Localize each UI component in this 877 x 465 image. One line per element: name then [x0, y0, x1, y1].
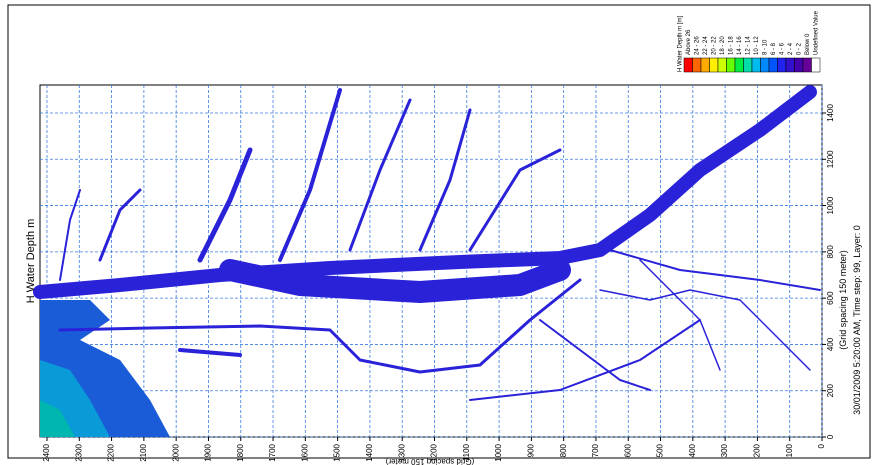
legend-label: Above 26 — [686, 29, 692, 55]
legend-swatch — [777, 57, 787, 73]
legend-swatch — [726, 57, 736, 73]
legend-label: 6 - 8 — [771, 42, 777, 55]
legend-swatch — [751, 57, 761, 73]
legend-label: Below 0 — [805, 33, 811, 55]
river — [609, 249, 821, 291]
river — [58, 278, 582, 374]
legend-swatch — [794, 57, 804, 73]
x-tick-label: 500 — [656, 443, 665, 457]
x-tick-label: 1700 — [268, 443, 277, 461]
legend-label: 10 - 12 — [754, 36, 760, 55]
legend-label: 20 - 22 — [711, 36, 717, 55]
legend-label: 4 - 6 — [779, 42, 785, 55]
x-tick-label: 1900 — [204, 443, 213, 461]
legend-swatch — [802, 57, 812, 73]
river — [59, 189, 81, 281]
x-tick-label: 300 — [720, 443, 729, 457]
x-tick-label: 400 — [688, 443, 697, 457]
y-axis-label: (Grid spacing 150 meter) — [838, 250, 848, 350]
y-tick-label: 200 — [826, 383, 835, 397]
river — [418, 108, 472, 252]
river — [539, 319, 651, 391]
x-tick-label: 2400 — [42, 443, 51, 461]
legend-label: 8 - 10 — [762, 39, 768, 55]
x-tick-label: 0 — [817, 443, 826, 448]
legend-swatch — [692, 57, 702, 73]
deep-area — [40, 400, 75, 437]
y-tick-label: 600 — [826, 291, 835, 305]
river — [348, 98, 412, 252]
river — [33, 85, 817, 299]
y-tick-label: 1000 — [826, 196, 835, 214]
legend-swatch — [717, 57, 727, 73]
x-tick-label: 1500 — [333, 443, 342, 461]
x-tick-label: 2000 — [171, 443, 180, 461]
river — [468, 148, 562, 252]
legend-label: 24 - 26 — [694, 36, 700, 55]
river — [219, 259, 571, 303]
x-tick-label: 2200 — [107, 443, 116, 461]
x-tick-label: 1400 — [365, 443, 374, 461]
x-axis-label: (Grid spacing 150 meter) — [385, 457, 474, 465]
legend-label: 18 - 20 — [720, 36, 726, 55]
y-tick-label: 1400 — [826, 104, 835, 122]
legend-title: H Water Depth m [m] — [678, 16, 684, 72]
river — [599, 289, 811, 371]
legend-label: 14 - 16 — [737, 36, 743, 55]
legend-label: 16 - 18 — [728, 36, 734, 55]
x-tick-label: 600 — [623, 443, 632, 457]
legend: H Water Depth m [m] Above 26 24 - 26 22 - 2… — [678, 10, 821, 73]
y-tick-label: 400 — [826, 337, 835, 351]
legend-swatch — [734, 57, 744, 73]
x-tick-label: 800 — [559, 443, 568, 457]
legend-label: 12 - 14 — [745, 36, 751, 55]
x-tick-label: 2300 — [74, 443, 83, 461]
legend-swatch — [743, 57, 753, 73]
legend-label: 22 - 24 — [703, 36, 709, 55]
water-depth-field — [33, 85, 821, 437]
x-tick-label: 1000 — [494, 443, 503, 461]
x-tick-label: 200 — [753, 443, 762, 457]
x-tick-label: 1300 — [397, 443, 406, 461]
river — [98, 188, 142, 262]
legend-swatch — [683, 57, 693, 73]
legend-label: 2 - 4 — [788, 42, 794, 55]
y-tick-label: 0 — [826, 434, 835, 439]
x-tick-label: 900 — [526, 443, 535, 457]
x-tick-label: 1200 — [430, 443, 439, 461]
legend-swatch — [785, 57, 795, 73]
map-title: H Water Depth m — [25, 219, 37, 304]
river — [197, 147, 253, 263]
river — [178, 348, 242, 357]
x-tick-label: 700 — [591, 443, 600, 457]
legend-swatch — [811, 57, 821, 73]
legend-swatch — [709, 57, 719, 73]
legend-swatch — [768, 57, 778, 73]
legend-label: Undefined Value — [813, 10, 819, 55]
legend-label: 0 - 2 — [796, 42, 802, 55]
footer: 30/01/2009 5:20:00 AM, Time step: 99, La… — [852, 225, 862, 415]
x-tick-label: 1600 — [300, 443, 309, 461]
x-tick-label: 1800 — [236, 443, 245, 461]
river — [278, 88, 342, 262]
legend-swatch — [700, 57, 710, 73]
legend-swatch — [760, 57, 770, 73]
x-tick-label: 2100 — [139, 443, 148, 461]
x-tick-label: 1100 — [462, 443, 471, 461]
river — [469, 319, 701, 401]
x-tick-label: 100 — [785, 443, 794, 457]
y-tick-label: 800 — [826, 245, 835, 259]
y-tick-label: 1200 — [826, 150, 835, 168]
